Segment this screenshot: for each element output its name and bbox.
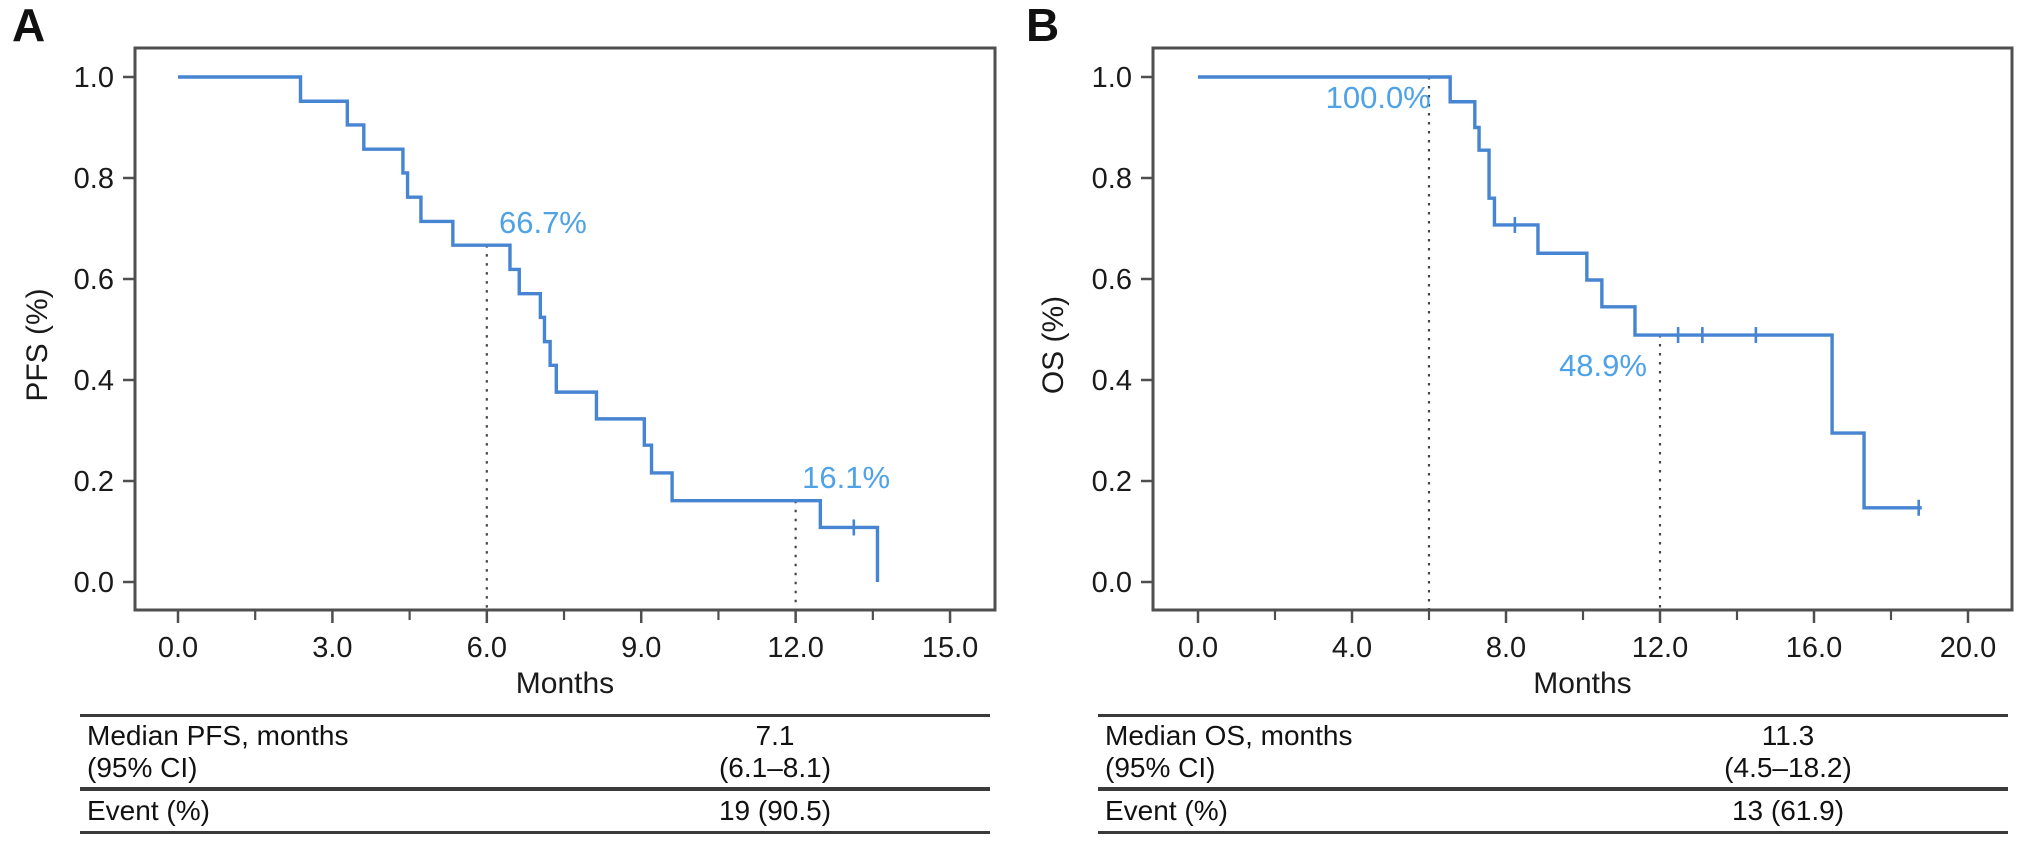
ci-value: (4.5–18.2) bbox=[1724, 752, 1852, 783]
x-tick-label: 20.0 bbox=[1940, 632, 1996, 664]
y-axis-title: OS (%) bbox=[1037, 296, 1070, 394]
km-curve bbox=[178, 75, 880, 582]
y-tick-label: 0.4 bbox=[74, 365, 114, 397]
y-tick-label: 1.0 bbox=[1092, 62, 1132, 94]
panel-b-letter: B bbox=[1026, 0, 1060, 51]
x-axis-title: Months bbox=[1533, 667, 1631, 700]
panel-b-summary-table: Median OS, months (95% CI) 11.3 (4.5–18.… bbox=[1098, 714, 2008, 845]
median-value: 11.3 bbox=[1761, 720, 1815, 751]
survival-rate-annotation: 66.7% bbox=[499, 205, 587, 240]
plot-border bbox=[133, 46, 997, 612]
survival-rate-annotation: 48.9% bbox=[1559, 348, 1647, 383]
event-value: 19 (90.5) bbox=[718, 795, 832, 826]
x-tick-label: 6.0 bbox=[467, 632, 507, 664]
x-tick-label: 12.0 bbox=[1632, 632, 1688, 664]
panel-a-letter: A bbox=[12, 0, 46, 51]
y-tick-label: 0.8 bbox=[74, 163, 114, 195]
median-label: Median OS, months bbox=[1105, 720, 1353, 751]
x-tick-label: 4.0 bbox=[1332, 632, 1372, 664]
ci-label: (95% CI) bbox=[87, 752, 198, 783]
y-tick-label: 0.6 bbox=[1092, 264, 1132, 296]
median-label: Median PFS, months bbox=[87, 720, 349, 751]
ci-value: (6.1–8.1) bbox=[718, 752, 832, 783]
median-value: 7.1 bbox=[755, 720, 795, 751]
y-tick-label: 0.2 bbox=[1092, 466, 1132, 498]
y-tick-label: 0.6 bbox=[74, 264, 114, 296]
y-tick-label: 0.8 bbox=[1092, 163, 1132, 195]
x-tick-label: 0.0 bbox=[158, 632, 198, 664]
ci-label: (95% CI) bbox=[1105, 752, 1216, 783]
plot-border bbox=[1151, 46, 2014, 612]
panel-b-plot: 1.0 0.8 0.6 0.4 0.2 0.0 0.0 4.0 8.0 12.0 16.0 20.0 M… bbox=[1037, 46, 2014, 700]
x-tick-label: 3.0 bbox=[312, 632, 352, 664]
event-label: Event (%) bbox=[87, 795, 210, 826]
table-rule bbox=[1098, 831, 2008, 834]
y-axis-title: PFS (%) bbox=[21, 288, 54, 401]
y-tick-label: 1.0 bbox=[74, 62, 114, 94]
table-rule bbox=[80, 831, 990, 834]
survival-rate-annotation: 100.0% bbox=[1326, 80, 1431, 115]
y-tick-label: 0.2 bbox=[74, 466, 114, 498]
panel-a-summary-table: Median PFS, months (95% CI) 7.1 (6.1–8.1… bbox=[80, 714, 990, 845]
table-rule bbox=[80, 787, 990, 791]
event-value: 13 (61.9) bbox=[1731, 795, 1845, 826]
survival-rate-annotation: 16.1% bbox=[802, 460, 890, 495]
y-tick-label: 0.0 bbox=[74, 567, 114, 599]
x-tick-label: 15.0 bbox=[922, 632, 978, 664]
x-tick-label: 8.0 bbox=[1486, 632, 1526, 664]
panel-a-plot: 1.0 0.8 0.6 0.4 0.2 0.0 0.0 3.0 6.0 9.0 12.0 15.0 Mo… bbox=[21, 46, 997, 700]
x-tick-label: 16.0 bbox=[1786, 632, 1842, 664]
x-tick-label: 0.0 bbox=[1178, 632, 1218, 664]
x-tick-label: 9.0 bbox=[621, 632, 661, 664]
table-rule bbox=[1098, 787, 2008, 791]
event-label: Event (%) bbox=[1105, 795, 1228, 826]
x-tick-label: 12.0 bbox=[767, 632, 823, 664]
x-axis-title: Months bbox=[516, 667, 614, 700]
km-curve bbox=[1198, 75, 1922, 510]
y-tick-label: 0.0 bbox=[1092, 567, 1132, 599]
y-tick-label: 0.4 bbox=[1092, 365, 1132, 397]
